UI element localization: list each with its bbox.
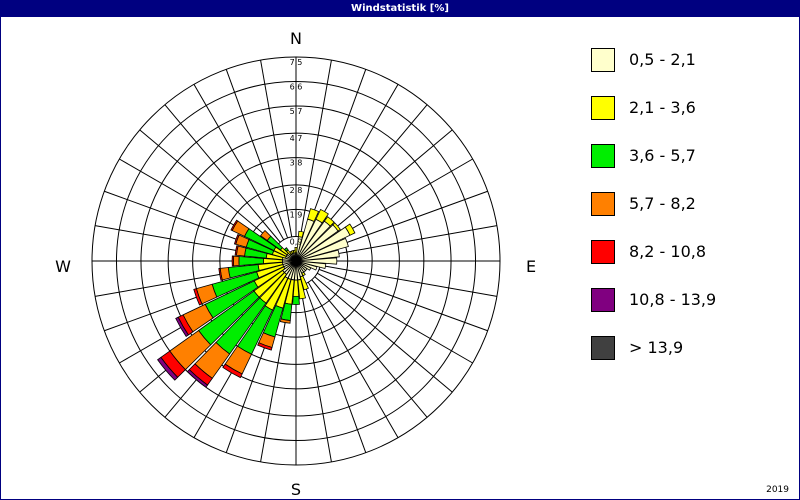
wind-sector xyxy=(344,223,356,236)
ring-label: 2,8 xyxy=(290,186,303,195)
wind-sector xyxy=(295,237,349,262)
wind-sector xyxy=(257,342,273,351)
grid-spoke xyxy=(318,268,488,332)
legend-swatch xyxy=(591,240,615,264)
grid-spoke xyxy=(193,84,285,241)
ring-label: 1,9 xyxy=(290,210,303,219)
wind-sector xyxy=(297,230,304,238)
ring-label: 5,7 xyxy=(290,107,303,116)
wind-sector xyxy=(279,318,291,324)
wind-sector xyxy=(332,222,341,232)
wind-sector xyxy=(297,278,307,300)
wind-sector xyxy=(222,363,243,379)
wind-sector xyxy=(231,255,235,267)
wind-sector xyxy=(234,245,239,256)
grid-spoke xyxy=(307,281,399,438)
wind-sector xyxy=(157,356,179,381)
wind-sector xyxy=(295,249,340,262)
grid-spoke xyxy=(299,60,332,237)
ring-label: 6,6 xyxy=(290,82,303,91)
wind-sector xyxy=(292,249,296,254)
legend-label: > 13,9 xyxy=(629,338,684,357)
wind-sectors xyxy=(157,208,356,388)
window-title: Windstatistik [%] xyxy=(1,1,799,17)
grid-spoke xyxy=(320,225,497,258)
legend-label: 5,7 - 8,2 xyxy=(629,194,696,213)
wind-sector xyxy=(230,219,239,232)
wind-sector xyxy=(323,216,335,227)
legend-swatch xyxy=(591,288,615,312)
legend-label: 2,1 - 3,6 xyxy=(629,98,696,117)
wind-sector xyxy=(283,247,289,252)
grid-spoke xyxy=(303,283,367,453)
grid-spoke xyxy=(139,129,278,246)
legend-swatch xyxy=(591,192,615,216)
legend-label: 8,2 - 10,8 xyxy=(629,242,707,261)
wind-sector xyxy=(299,275,309,291)
wind-sector xyxy=(292,295,300,305)
grid-spoke xyxy=(314,276,453,393)
wind-sector xyxy=(186,369,209,388)
grid-spoke xyxy=(164,104,281,243)
wind-sector xyxy=(233,233,240,245)
wind-sector xyxy=(233,255,240,267)
legend-swatch xyxy=(591,144,615,168)
ring-label: 7,5 xyxy=(290,58,303,67)
ring-labels: 0,9 1,9 2,8 3,8 4,7 5,7 6,6 7,5 xyxy=(290,58,303,247)
wind-sector xyxy=(260,229,272,242)
wind-sector xyxy=(295,257,338,265)
grid-spoke xyxy=(311,279,428,418)
compass-east: E xyxy=(526,257,536,276)
grid-spoke xyxy=(320,264,497,297)
compass-south: S xyxy=(291,480,301,499)
wind-sector xyxy=(175,316,189,338)
legend-label: 10,8 - 13,9 xyxy=(629,290,717,309)
grid-spoke xyxy=(260,60,293,237)
ring-label: 0,9 xyxy=(290,238,303,247)
ring-label: 3,8 xyxy=(290,159,303,168)
legend-swatch xyxy=(591,48,615,72)
legend-swatch xyxy=(591,336,615,360)
wind-rose-chart: 0,9 1,9 2,8 3,8 4,7 5,7 6,6 7,5 N E S W xyxy=(55,29,536,499)
wind-sector xyxy=(193,288,203,306)
compass-north: N xyxy=(290,29,302,48)
grid-spoke xyxy=(316,272,473,364)
wind-sector xyxy=(307,208,320,222)
ring-label: 4,7 xyxy=(290,134,303,143)
year-label: 2019 xyxy=(766,485,789,495)
grid-spoke xyxy=(299,285,332,462)
grid-spoke xyxy=(225,69,289,239)
wind-sector xyxy=(218,267,223,281)
legend-label: 0,5 - 2,1 xyxy=(629,50,696,69)
legend-label: 3,6 - 5,7 xyxy=(629,146,696,165)
compass-west: W xyxy=(55,257,71,276)
legend-swatch xyxy=(591,96,615,120)
wind-sector xyxy=(315,208,329,224)
